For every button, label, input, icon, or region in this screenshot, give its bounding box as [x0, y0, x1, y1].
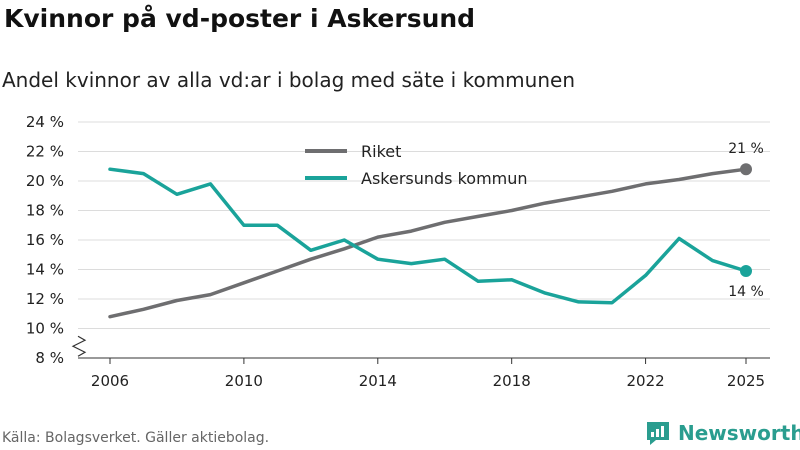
newsworthy-logo-icon [647, 422, 669, 445]
end-point-askersund [740, 264, 752, 277]
brand-name: Newsworthy [678, 421, 800, 445]
series-line-riket [108, 167, 748, 319]
y-tick-label: 22 % [26, 143, 64, 161]
chart-subtitle: Andel kvinnor av alla vd:ar i bolag med … [2, 68, 575, 92]
y-tick-label: 16 % [26, 231, 64, 249]
x-tick-label: 2022 [626, 372, 664, 390]
x-tick-label: 2010 [225, 372, 263, 390]
brand-logo[interactable]: Newsworthy [644, 419, 800, 447]
y-tick-label: 24 % [26, 113, 64, 131]
y-tick-label: 14 % [26, 261, 64, 279]
x-tick-label: 2014 [359, 372, 397, 390]
axis-break-icon [71, 335, 87, 357]
end-point-riket [740, 163, 752, 176]
source-note: Källa: Bolagsverket. Gäller aktiebolag. [2, 430, 270, 446]
legend-label: Riket [361, 142, 401, 161]
x-tick-label: 2006 [91, 372, 129, 390]
y-tick-label: 20 % [26, 172, 64, 190]
y-tick-label: 12 % [26, 290, 64, 308]
legend-label: Askersunds kommun [361, 169, 528, 188]
y-tick-label: 10 % [26, 320, 64, 338]
series-line-askersund [108, 167, 748, 305]
x-tick-label: 2018 [493, 372, 531, 390]
y-tick-label: 18 % [26, 202, 64, 220]
chart-title: Kvinnor på vd-poster i Askersund [4, 4, 476, 33]
end-label-askersund: 14 % [728, 284, 764, 300]
y-tick-label: 8 % [35, 349, 64, 367]
x-tick-label: 2025 [727, 372, 765, 390]
end-label-riket: 21 % [728, 141, 764, 157]
